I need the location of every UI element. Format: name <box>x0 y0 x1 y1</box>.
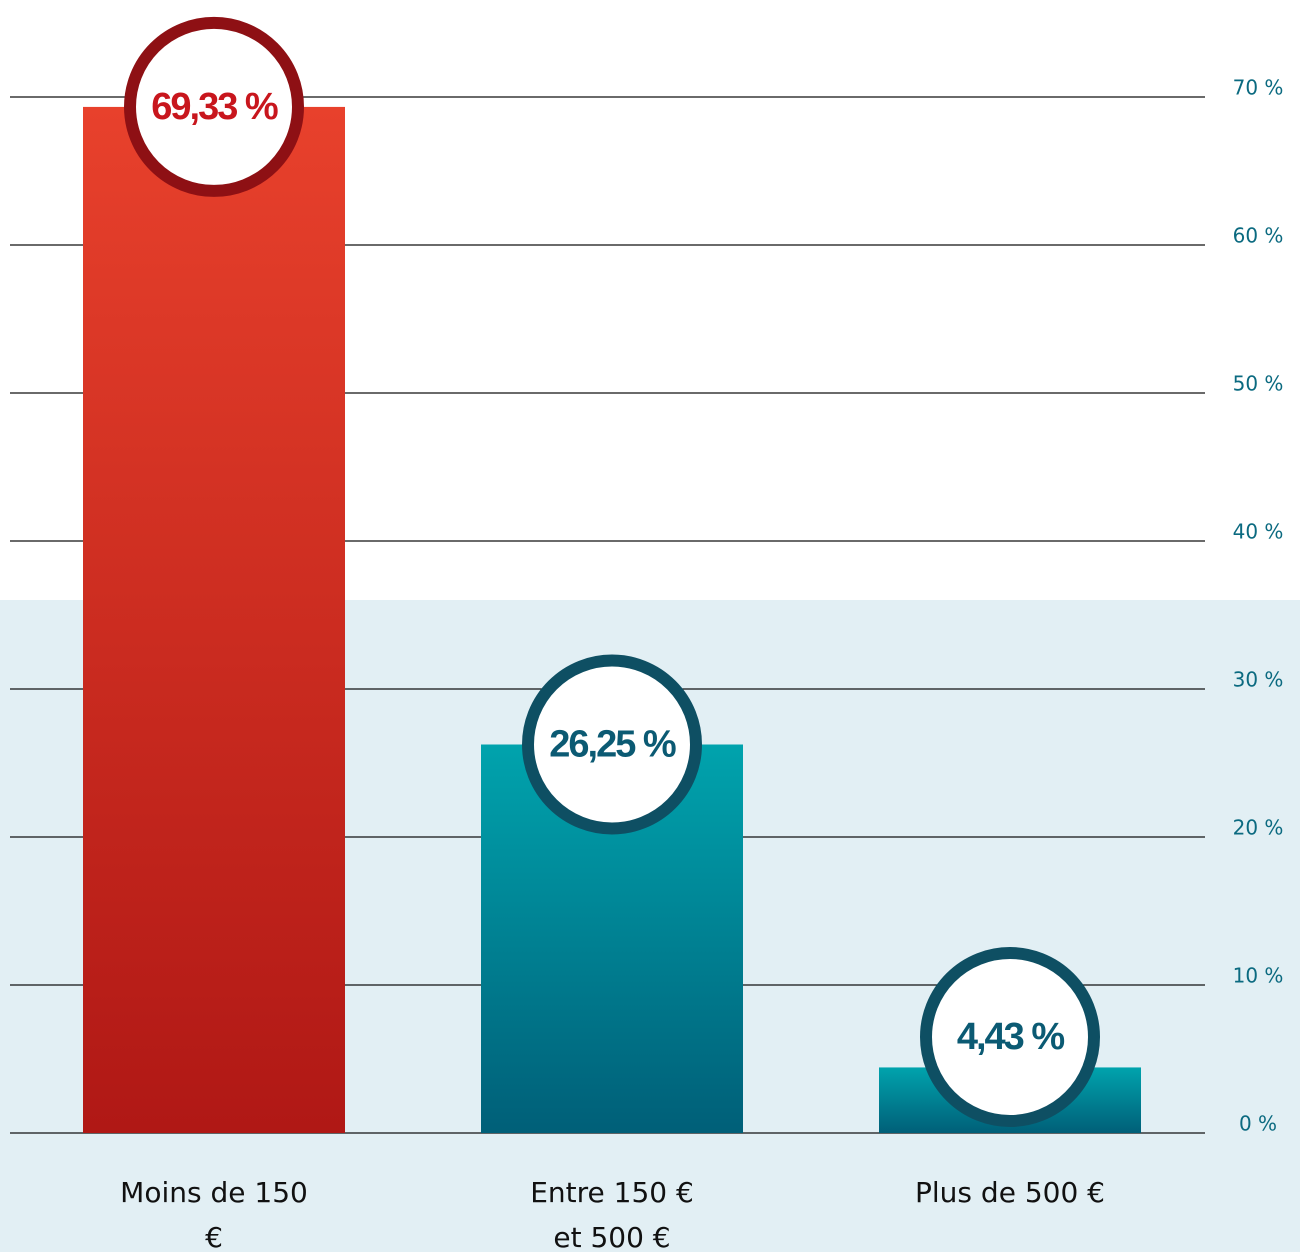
value-label: 69,33 % <box>151 86 278 128</box>
y-tick-label: 50 % <box>1233 372 1284 396</box>
value-badge <box>522 654 702 835</box>
y-tick-label: 10 % <box>1233 964 1284 988</box>
x-tick-label: Plus de 500 € <box>915 1176 1105 1209</box>
y-tick-label: 30 % <box>1233 668 1284 692</box>
value-label: 4,43 % <box>957 1016 1065 1058</box>
y-tick-label: 20 % <box>1233 816 1284 840</box>
bar <box>83 106 345 1133</box>
y-tick-label: 70 % <box>1233 76 1284 100</box>
y-tick-label: 0 % <box>1239 1112 1277 1136</box>
y-tick-label: 40 % <box>1233 520 1284 544</box>
y-tick-label: 60 % <box>1233 224 1284 248</box>
x-tick-label: Entre 150 € et 500 € <box>530 1176 694 1252</box>
value-badge <box>124 16 304 197</box>
x-tick-label: Moins de 150 € <box>120 1176 308 1252</box>
value-label: 26,25 % <box>549 724 676 766</box>
value-badge <box>920 947 1100 1127</box>
